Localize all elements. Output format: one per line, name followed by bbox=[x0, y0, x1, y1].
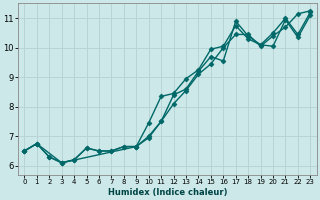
X-axis label: Humidex (Indice chaleur): Humidex (Indice chaleur) bbox=[108, 188, 227, 197]
